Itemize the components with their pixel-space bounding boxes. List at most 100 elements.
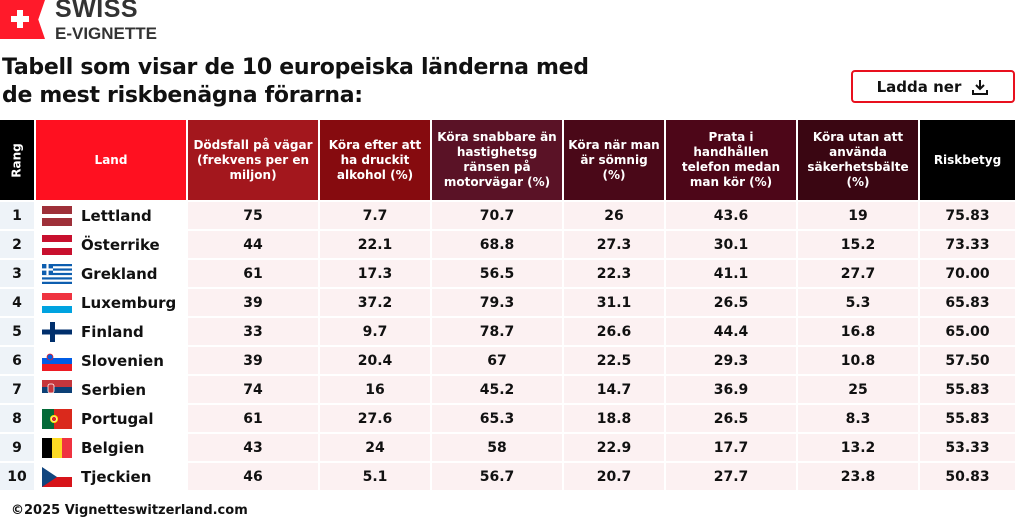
seatbelt-cell: 27.7	[798, 260, 918, 287]
country-name: Lettland	[81, 206, 152, 225]
table-row: 9 Belgien 43 24 58 22.9 17.7 13.2 53.33	[0, 434, 1015, 461]
deaths-cell: 46	[188, 463, 318, 490]
luxembourg-flag-icon	[42, 292, 72, 313]
header-label: Köra när man är sömnig (%)	[568, 137, 660, 182]
country-name: Österrike	[81, 235, 160, 254]
speeding-cell: 58	[432, 434, 562, 461]
rank-cell: 6	[0, 347, 34, 374]
country-name: Tjeckien	[81, 467, 152, 486]
country-name: Serbien	[81, 380, 147, 399]
alcohol-cell: 27.6	[320, 405, 430, 432]
speeding-cell: 68.8	[432, 231, 562, 258]
rank-cell: 7	[0, 376, 34, 403]
rank-cell: 2	[0, 231, 34, 258]
country-cell: Tjeckien	[36, 463, 186, 490]
copyright: ©2025 Vignetteswitzerland.com	[11, 503, 248, 518]
table-row: 5 Finland 33 9.7 78.7 26.6 44.4 16.8 65.00	[0, 318, 1015, 345]
country-name: Slovenien	[81, 351, 164, 370]
country-cell: Belgien	[36, 434, 186, 461]
seatbelt-cell: 13.2	[798, 434, 918, 461]
download-icon	[972, 79, 989, 95]
phone-cell: 36.9	[666, 376, 796, 403]
header-alcohol: Köra efter att ha druckit alkohol (%)	[320, 120, 430, 200]
table-row: 6 Slovenien 39 20.4 67 22.5 29.3 10.8 57.50	[0, 347, 1015, 374]
rank-cell: 5	[0, 318, 34, 345]
header-phone: Prata i handhållen telefon medan man kör…	[666, 120, 796, 200]
table-row: 10 Tjeckien 46 5.1 56.7 20.7 27.7 23.8 50.83	[0, 463, 1015, 490]
header-label: Dödsfall på vägar (frekvens per en miljo…	[193, 137, 313, 182]
rank-cell: 8	[0, 405, 34, 432]
score-cell: 70.00	[920, 260, 1015, 287]
download-button[interactable]: Ladda ner	[851, 70, 1015, 103]
score-cell: 73.33	[920, 231, 1015, 258]
rank-cell: 9	[0, 434, 34, 461]
speeding-cell: 67	[432, 347, 562, 374]
speeding-cell: 78.7	[432, 318, 562, 345]
table-row: 3 Grekland 61 17.3 56.5 22.3 41.1 27.7 70.00	[0, 260, 1015, 287]
header-label: Köra utan att använda säkerhetsbälte (%)	[807, 130, 909, 189]
speeding-cell: 56.7	[432, 463, 562, 490]
seatbelt-cell: 8.3	[798, 405, 918, 432]
speeding-cell: 70.7	[432, 202, 562, 229]
seatbelt-cell: 25	[798, 376, 918, 403]
alcohol-cell: 22.1	[320, 231, 430, 258]
country-name: Belgien	[81, 438, 145, 457]
country-cell: Slovenien	[36, 347, 186, 374]
phone-cell: 44.4	[666, 318, 796, 345]
rank-cell: 1	[0, 202, 34, 229]
brand-line2: E-VIGNETTE	[55, 24, 158, 43]
country-cell: Österrike	[36, 231, 186, 258]
country-cell: Lettland	[36, 202, 186, 229]
phone-cell: 27.7	[666, 463, 796, 490]
phone-cell: 26.5	[666, 289, 796, 316]
header-label: Riskbetyg	[933, 152, 1002, 167]
phone-cell: 41.1	[666, 260, 796, 287]
header-speeding: Köra snabbare än hastighetsg ränsen på m…	[432, 120, 562, 200]
country-cell: Luxemburg	[36, 289, 186, 316]
alcohol-cell: 5.1	[320, 463, 430, 490]
country-name: Luxemburg	[81, 293, 177, 312]
score-cell: 65.00	[920, 318, 1015, 345]
alcohol-cell: 24	[320, 434, 430, 461]
deaths-cell: 33	[188, 318, 318, 345]
country-cell: Serbien	[36, 376, 186, 403]
speeding-cell: 65.3	[432, 405, 562, 432]
country-cell: Finland	[36, 318, 186, 345]
seatbelt-cell: 10.8	[798, 347, 918, 374]
header-rang: Rang	[0, 120, 34, 200]
alcohol-cell: 37.2	[320, 289, 430, 316]
sleepy-cell: 14.7	[564, 376, 664, 403]
speeding-cell: 56.5	[432, 260, 562, 287]
alcohol-cell: 17.3	[320, 260, 430, 287]
seatbelt-cell: 19	[798, 202, 918, 229]
download-label: Ladda ner	[876, 77, 962, 96]
rank-cell: 10	[0, 463, 34, 490]
phone-cell: 26.5	[666, 405, 796, 432]
sleepy-cell: 18.8	[564, 405, 664, 432]
seatbelt-cell: 23.8	[798, 463, 918, 490]
score-cell: 65.83	[920, 289, 1015, 316]
score-cell: 57.50	[920, 347, 1015, 374]
seatbelt-cell: 5.3	[798, 289, 918, 316]
belgium-flag-icon	[42, 437, 72, 458]
sleepy-cell: 26.6	[564, 318, 664, 345]
alcohol-cell: 16	[320, 376, 430, 403]
country-cell: Portugal	[36, 405, 186, 432]
seatbelt-cell: 16.8	[798, 318, 918, 345]
phone-cell: 30.1	[666, 231, 796, 258]
finland-flag-icon	[42, 321, 72, 342]
seatbelt-cell: 15.2	[798, 231, 918, 258]
table-row: 8 Portugal 61 27.6 65.3 18.8 26.5 8.3 55.83	[0, 405, 1015, 432]
deaths-cell: 75	[188, 202, 318, 229]
deaths-cell: 39	[188, 289, 318, 316]
latvia-flag-icon	[42, 205, 72, 226]
sleepy-cell: 27.3	[564, 231, 664, 258]
sleepy-cell: 20.7	[564, 463, 664, 490]
rank-cell: 4	[0, 289, 34, 316]
score-cell: 55.83	[920, 376, 1015, 403]
country-name: Grekland	[81, 264, 158, 283]
brand-line1: SWISS	[55, 0, 139, 23]
table-header: Rang Land Dödsfall på vägar (frekvens per …	[0, 120, 1015, 200]
header-label: Prata i handhållen telefon medan man kör…	[681, 130, 781, 189]
phone-cell: 29.3	[666, 347, 796, 374]
